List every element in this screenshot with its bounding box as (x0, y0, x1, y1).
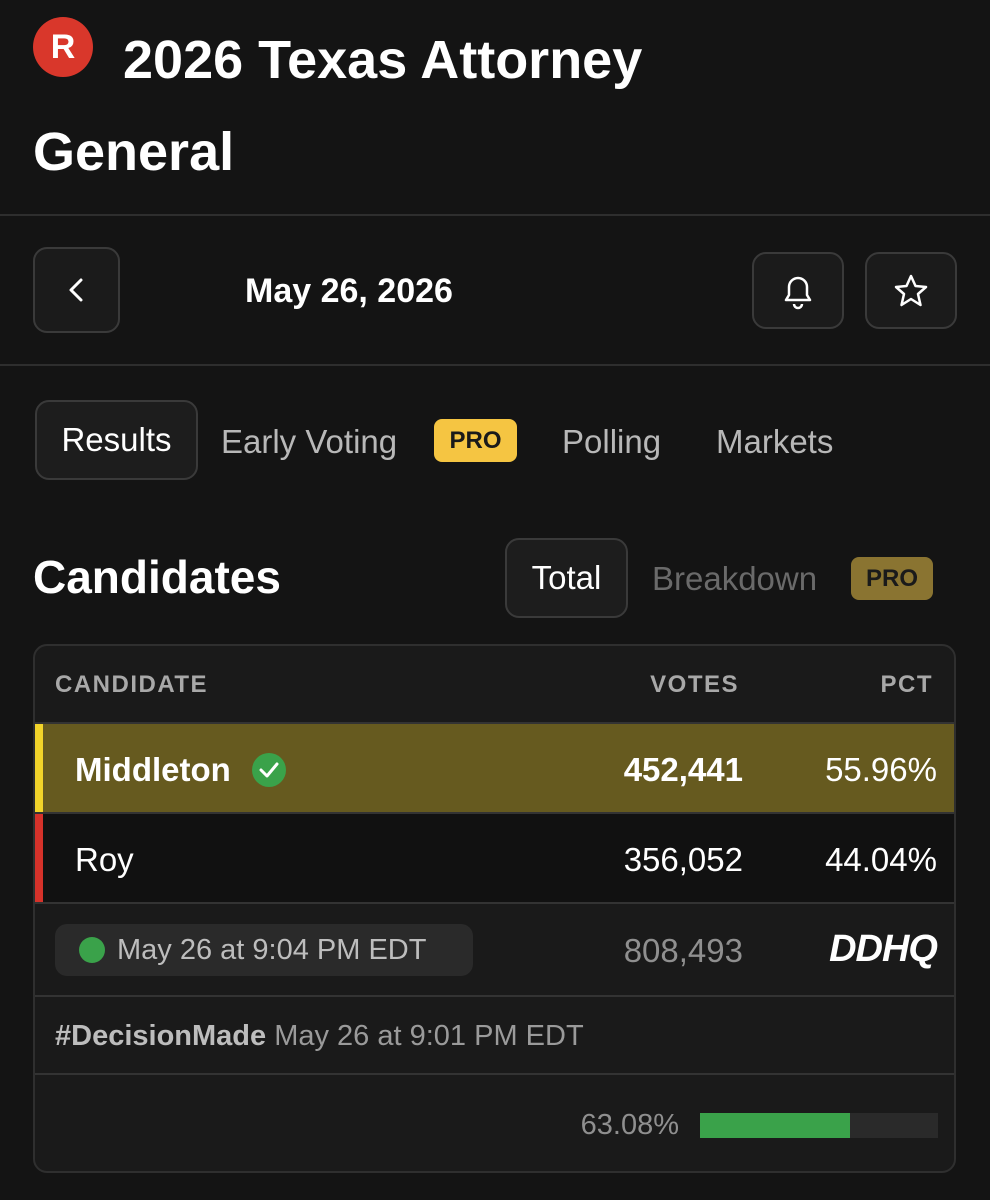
updated-chip: May 26 at 9:04 PM EDT (55, 924, 473, 976)
source-logo: DDHQ (829, 928, 938, 970)
updated-time: May 26 at 9:04 PM EDT (117, 934, 427, 966)
winner-row: Middleton 452,441 55.96% (35, 722, 954, 814)
favorite-button[interactable] (865, 252, 957, 329)
decision-row: #DecisionMade May 26 at 9:01 PM EDT (35, 995, 954, 1075)
candidate-row: Roy 356,052 44.04% (35, 812, 954, 904)
party-bar (35, 814, 43, 904)
reporting-label: 63.08% (580, 1109, 679, 1141)
progress-track (700, 1113, 938, 1138)
percent: 44.04% (825, 841, 937, 878)
votes: 452,441 (623, 751, 743, 788)
results-table: CANDIDATE VOTES PCT Middleton 452,441 55… (33, 644, 956, 1173)
tab[interactable]: Early Voting (221, 423, 398, 460)
party-bar (35, 724, 43, 814)
winner-check (252, 753, 286, 787)
pro-badge: PRO (434, 419, 517, 462)
star-icon (894, 274, 928, 307)
page-title: 2026 Texas Attorney General (33, 30, 643, 182)
progress-fill (700, 1113, 851, 1138)
tab[interactable]: Markets (716, 423, 834, 460)
percent: 55.96% (825, 751, 937, 788)
pro-badge: PRO (851, 557, 933, 600)
back-button[interactable] (33, 247, 120, 333)
divider (0, 364, 990, 366)
toggle[interactable]: Breakdown (652, 560, 818, 597)
logo: R (33, 17, 93, 77)
column-header: VOTES (650, 671, 739, 698)
notify-button[interactable] (752, 252, 844, 329)
live-dot (79, 937, 105, 963)
date: May 26, 2026 (245, 272, 453, 310)
total-votes: 808,493 (623, 932, 743, 969)
tab[interactable]: Polling (562, 423, 662, 460)
decision-note: #DecisionMade May 26 at 9:01 PM EDT (55, 1022, 584, 1051)
votes: 356,052 (623, 841, 743, 878)
divider (0, 214, 990, 216)
decision-time: May 26 at 9:01 PM EDT (274, 1020, 584, 1052)
reporting-row: 63.08% (35, 1073, 954, 1171)
column-header: PCT (880, 671, 933, 698)
toggle-active[interactable]: Total (505, 538, 628, 618)
candidate-name: Middleton (75, 751, 231, 788)
column-header: CANDIDATE (55, 671, 209, 698)
section-title: Candidates (33, 551, 281, 603)
decision-tag: #DecisionMade (55, 1020, 267, 1052)
bell-icon (784, 276, 812, 310)
candidate-name: Roy (75, 841, 134, 878)
summary-row: May 26 at 9:04 PM EDT 808,493 DDHQ (35, 902, 954, 997)
tab-active[interactable]: Results (35, 400, 198, 480)
back-icon (69, 278, 83, 302)
